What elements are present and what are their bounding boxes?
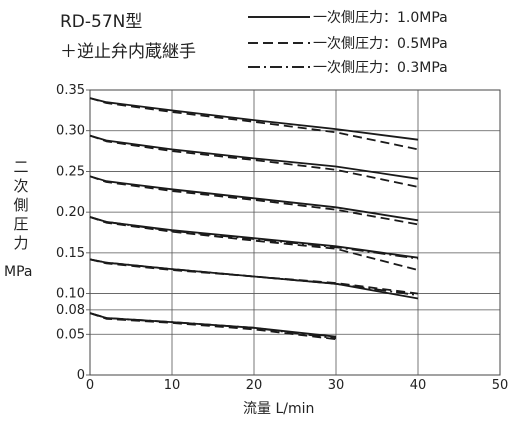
x-tick-label: 40 [410,378,427,393]
legend-swatch-solid [248,16,310,18]
x-tick-label: 20 [246,378,263,393]
chart-subtitle: ＋逆止弁内蔵継手 [60,42,196,62]
x-tick-label: 50 [492,378,509,393]
legend-swatch-dash-dot [248,66,310,68]
y-axis-label-char: 力 [13,234,29,252]
x-tick-label: 30 [328,378,345,393]
legend-swatch-dashed [248,42,310,44]
series-line-dashed [89,312,337,341]
series-line-dashed [89,258,419,295]
plot-frame [89,89,501,376]
series-line-dashed [89,134,419,188]
y-axis-label-char: 二 [13,158,29,176]
y-axis-label-char: 側 [13,196,29,214]
x-tick-label: 0 [86,378,94,393]
legend-label-dash-dot: 一次側圧力：0.3MPa [313,60,448,76]
series-line-solid [89,258,419,300]
y-axis-unit: MPa [4,264,33,280]
legend-item-dash-dot: 一次側圧力：0.3MPa [248,58,448,76]
y-tick-label: 0.05 [56,327,85,342]
series-line-dashed [89,216,419,271]
y-tick-label: 0.20 [56,205,85,220]
series-line-solid [89,312,337,338]
y-axis-label: 二次側圧力 [9,158,33,253]
legend-label-dashed: 一次側圧力：0.5MPa [313,36,448,52]
y-axis-label-char: 次 [13,177,29,195]
y-tick-label: 0 [77,368,85,383]
legend-label-solid: 一次側圧力：1.0MPa [313,10,448,26]
legend-item-solid: 一次側圧力：1.0MPa [248,8,448,26]
y-tick-label: 0.30 [56,124,85,139]
series-line-dash-dot [89,312,337,340]
series-line-dashed [89,175,419,226]
y-tick-label: 0.08 [56,303,85,318]
chart-title: RD-57N型 [60,12,143,32]
x-tick-label: 10 [164,378,181,393]
y-tick-label: 0.15 [56,246,85,261]
y-tick-label: 0.35 [56,83,85,98]
y-tick-label: 0.10 [56,287,85,302]
series-line-dashed [89,97,419,151]
y-tick-label: 0.25 [56,164,85,179]
legend-item-dashed: 一次側圧力：0.5MPa [248,34,448,52]
x-axis-label: 流量 L/min [243,401,315,417]
y-axis-label-char: 圧 [13,215,29,233]
